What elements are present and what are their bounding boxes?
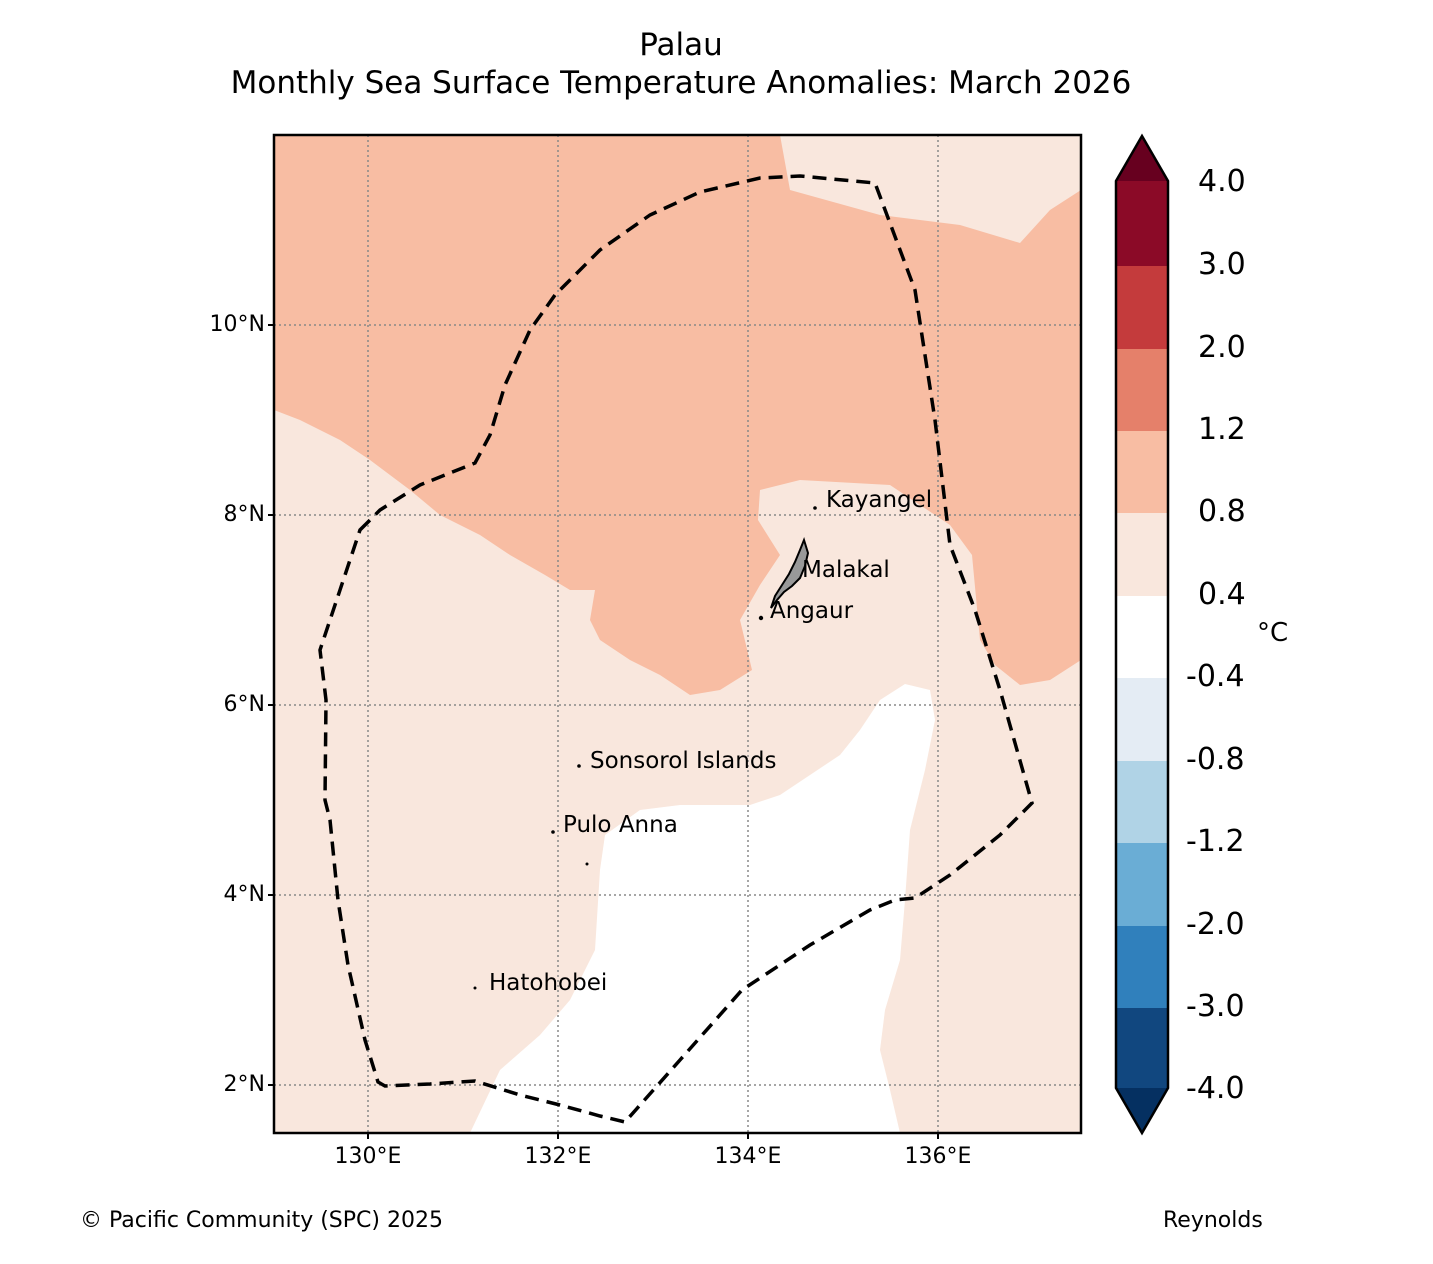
colorbar-label: -0.4 [1186,659,1245,694]
island-pulo-anna-marker [551,830,555,834]
colorbar-label: -1.2 [1186,824,1245,859]
colorbar-bin [1116,843,1168,926]
colorbar-extend-bottom [1116,1088,1168,1133]
colorbar-label: 1.2 [1198,412,1246,447]
colorbar-label: -0.8 [1186,742,1245,777]
colorbar-label: 0.4 [1198,577,1246,612]
place-label-kayangel: Kayangel [826,487,932,513]
map-title: Palau [639,27,723,63]
colorbar-outline [1114,133,1170,1136]
place-label-pulo-anna: Pulo Anna [563,812,678,838]
colorbar-label: 4.0 [1198,164,1246,199]
island-hatohobei-marker [473,986,477,990]
graticule [274,135,1081,1133]
colorbar-label: -3.0 [1186,989,1245,1024]
lon-label-134e: 134°E [714,1144,782,1169]
colorbar-bin [1116,349,1168,431]
colorbar-bin [1116,513,1168,596]
colorbar-bin [1116,266,1168,349]
anomaly-fill-warm [274,135,1081,695]
colorbar-extend-top [1116,136,1168,181]
anomaly-fill-neutral [470,684,935,1133]
lat-label-2n: 2°N [223,1072,265,1097]
place-label-malakal: Malakal [802,557,890,583]
colorbar-label: -2.0 [1186,907,1245,942]
place-label-hatohobei: Hatohobei [489,970,607,996]
map-subtitle: Monthly Sea Surface Temperature Anomalie… [230,65,1132,101]
colorbar-label: -4.0 [1186,1071,1245,1106]
colorbar-bin [1116,596,1168,678]
axis-ticks [268,324,939,1139]
island-sonsorol-marker [577,764,581,768]
colorbar-label: 0.8 [1198,494,1246,529]
colorbar-bin [1116,181,1168,266]
lat-label-10n: 10°N [209,312,265,337]
lon-label-136e: 136°E [904,1144,972,1169]
colorbar-label: 3.0 [1198,247,1246,282]
eez-boundary [318,174,1034,1124]
map-area: Kayangel Malakal Angaur Sonsorol Islands… [274,135,1081,1133]
colorbar-label: 2.0 [1198,330,1246,365]
lon-label-132e: 132°E [524,1144,592,1169]
copyright-text: © Pacific Community (SPC) 2025 [80,1208,443,1233]
place-label-sonsorol: Sonsorol Islands [590,748,776,774]
island-merir-marker [585,862,589,866]
palau-main-island [770,536,810,609]
lat-label-4n: 4°N [223,882,265,907]
colorbar-unit: °C [1257,618,1289,648]
colorbar-bin [1116,431,1168,513]
colorbar-bin [1116,761,1168,843]
island-kayangel-marker [813,506,817,510]
colorbar-bin [1116,678,1168,761]
map-frame [272,133,1083,1135]
lon-label-130e: 130°E [334,1144,402,1169]
anomaly-patch-light [918,152,932,182]
lat-label-8n: 8°N [223,502,265,527]
data-source: Reynolds [1163,1208,1263,1233]
colorbar-bin [1116,1008,1168,1088]
colorbar-bin [1116,926,1168,1008]
lat-label-6n: 6°N [223,692,265,717]
place-label-angaur: Angaur [770,598,854,624]
colorbar [1114,133,1170,1136]
island-angaur-marker [758,615,764,621]
